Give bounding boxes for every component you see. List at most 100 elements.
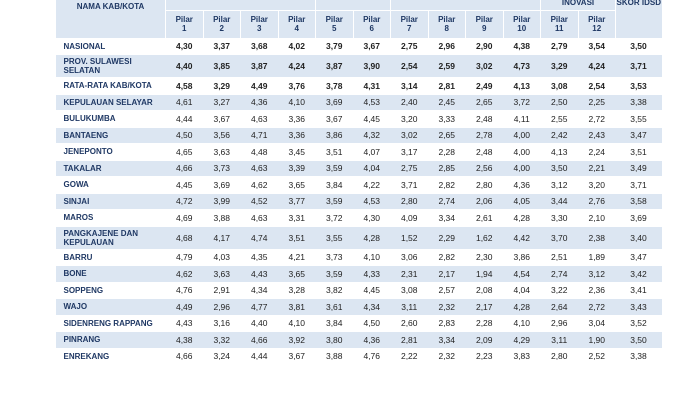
- region-text: PROV. SULAWESI SELATAN: [63, 57, 132, 75]
- score-cell: 3,14: [390, 77, 428, 95]
- score-cell: 4,73: [503, 54, 541, 78]
- score-cell: 4,30: [353, 209, 391, 227]
- score-cell: 3,81: [278, 298, 316, 316]
- region-text: ENREKANG: [63, 351, 110, 361]
- score-cell: 3,08: [390, 282, 428, 299]
- region-text: BANTAENG: [63, 130, 109, 140]
- score-cell: 4,54: [503, 265, 541, 283]
- score-cell: 4,17: [203, 226, 241, 250]
- score-cell: 2,54: [578, 77, 616, 95]
- score-cell: 3,51: [315, 143, 353, 161]
- score-cell: 3,42: [615, 265, 662, 283]
- region-text: RATA-RATA KAB/KOTA: [63, 81, 152, 91]
- score-cell: 4,66: [165, 348, 203, 365]
- score-cell: 2,80: [390, 193, 428, 210]
- score-cell: 3,29: [540, 54, 578, 78]
- score-cell: 3,72: [315, 209, 353, 227]
- score-cell: 3,50: [615, 331, 662, 349]
- score-cell: 4,77: [240, 298, 278, 316]
- score-cell: 3,11: [540, 331, 578, 349]
- score-cell: 4,52: [240, 193, 278, 210]
- region-text: BULUKUMBA: [63, 114, 116, 124]
- region-name: BARRU: [55, 249, 166, 266]
- score-cell: 2,54: [390, 54, 428, 78]
- table-row: NASIONAL 4,30 3,37 3,68 4,02 3,79 3,67 2,75 2,96…: [55, 38, 662, 55]
- score-cell: 3,02: [390, 127, 428, 144]
- region-text: PINRANG: [63, 335, 101, 345]
- name-header: NAMA KAB/KOTA: [55, 0, 166, 39]
- pilar-header: Pilar 6: [352, 10, 391, 39]
- score-cell: 3,06: [390, 249, 428, 266]
- score-cell: 3,33: [428, 110, 466, 128]
- table-row: BULUKUMBA 4,44 3,67 4,63 3,36 3,67 4,45 3,20 3,3…: [55, 110, 662, 128]
- pilar-label: Pilar: [175, 15, 193, 24]
- score-cell: 3,22: [540, 282, 578, 299]
- score-cell: 4,49: [240, 77, 278, 95]
- score-cell: 3,41: [615, 282, 662, 299]
- score-cell: 4,48: [240, 143, 278, 161]
- region-text: JENEPONTO: [63, 147, 113, 157]
- score-cell: 4,10: [278, 315, 316, 332]
- score-cell: 4,62: [240, 176, 278, 194]
- region-text: WAJO: [63, 302, 88, 312]
- score-cell: 2,17: [428, 265, 466, 283]
- pilar-label: Pilar: [588, 15, 606, 24]
- pilar-label: 2: [219, 24, 224, 33]
- score-cell: 2,36: [578, 282, 616, 299]
- score-cell: 4,22: [353, 176, 391, 194]
- score-cell: 4,24: [278, 54, 316, 78]
- table-row: SOPPENG 4,76 2,91 4,34 3,28 3,82 4,45 3,08 2,57 2…: [55, 282, 662, 299]
- region-name: WAJO: [55, 298, 166, 316]
- pilar-label: 12: [592, 24, 602, 33]
- score-cell: 4,13: [503, 77, 541, 95]
- pilar-label: 1: [182, 24, 187, 33]
- score-cell: 3,68: [240, 38, 278, 55]
- score-cell: 2,38: [578, 226, 616, 250]
- score-cell: 3,63: [203, 143, 241, 161]
- score-cell: 4,76: [165, 282, 203, 299]
- score-cell: 2,22: [390, 348, 428, 365]
- score-cell: 3,84: [315, 176, 353, 194]
- score-cell: 4,36: [240, 94, 278, 111]
- score-cell: 4,76: [353, 348, 391, 365]
- region-text: TAKALAR: [63, 163, 102, 173]
- score-cell: 4,00: [503, 160, 541, 177]
- score-cell: 3,52: [615, 315, 662, 332]
- pilar-header: Pilar 2: [202, 10, 241, 39]
- score-cell: 2,25: [578, 94, 616, 111]
- score-cell: 1,89: [578, 249, 616, 266]
- table-row: BANTAENG 4,50 3,56 4,71 3,36 3,86 4,32 3,02 2,65…: [55, 127, 662, 144]
- pilar-label: 3: [257, 24, 262, 33]
- score-cell: 2,28: [428, 143, 466, 161]
- score-cell: 3,54: [578, 38, 616, 55]
- score-cell: 3,86: [503, 249, 541, 266]
- table-row: ENREKANG 4,66 3,24 4,44 3,67 3,88 4,76 2,22 2,32…: [55, 348, 662, 365]
- region-name: SINJAI: [55, 193, 166, 210]
- score-cell: 2,09: [465, 331, 503, 349]
- score-cell: 3,32: [203, 331, 241, 349]
- score-cell: 3,27: [203, 94, 241, 111]
- score-cell: 4,21: [278, 249, 316, 266]
- table-row: GOWA 4,45 3,69 4,62 3,65 3,84 4,22 3,71 2,82 2,80…: [55, 176, 662, 194]
- pilar-label: 11: [555, 24, 564, 33]
- score-cell: 4,71: [240, 127, 278, 144]
- region-name: BANTAENG: [55, 127, 166, 144]
- score-cell: 1,90: [578, 331, 616, 349]
- pilar-label: Pilar: [475, 15, 493, 24]
- score-cell: 4,50: [165, 127, 203, 144]
- score-cell: 3,16: [203, 315, 241, 332]
- score-cell: 2,81: [428, 77, 466, 95]
- score-cell: 4,04: [353, 160, 391, 177]
- score-cell: 2,59: [428, 54, 466, 78]
- score-cell: 3,38: [615, 94, 662, 111]
- score-cell: 2,79: [540, 38, 578, 55]
- score-cell: 4,33: [353, 265, 391, 283]
- score-cell: 2,24: [578, 143, 616, 161]
- region-name: SIDENRENG RAPPANG: [55, 315, 166, 332]
- score-cell: 3,20: [390, 110, 428, 128]
- score-cell: 2,90: [465, 38, 503, 55]
- region-text: GOWA: [63, 180, 89, 190]
- score-cell: 4,02: [278, 38, 316, 55]
- score-cell: 2,81: [390, 331, 428, 349]
- score-cell: 2,32: [428, 298, 466, 316]
